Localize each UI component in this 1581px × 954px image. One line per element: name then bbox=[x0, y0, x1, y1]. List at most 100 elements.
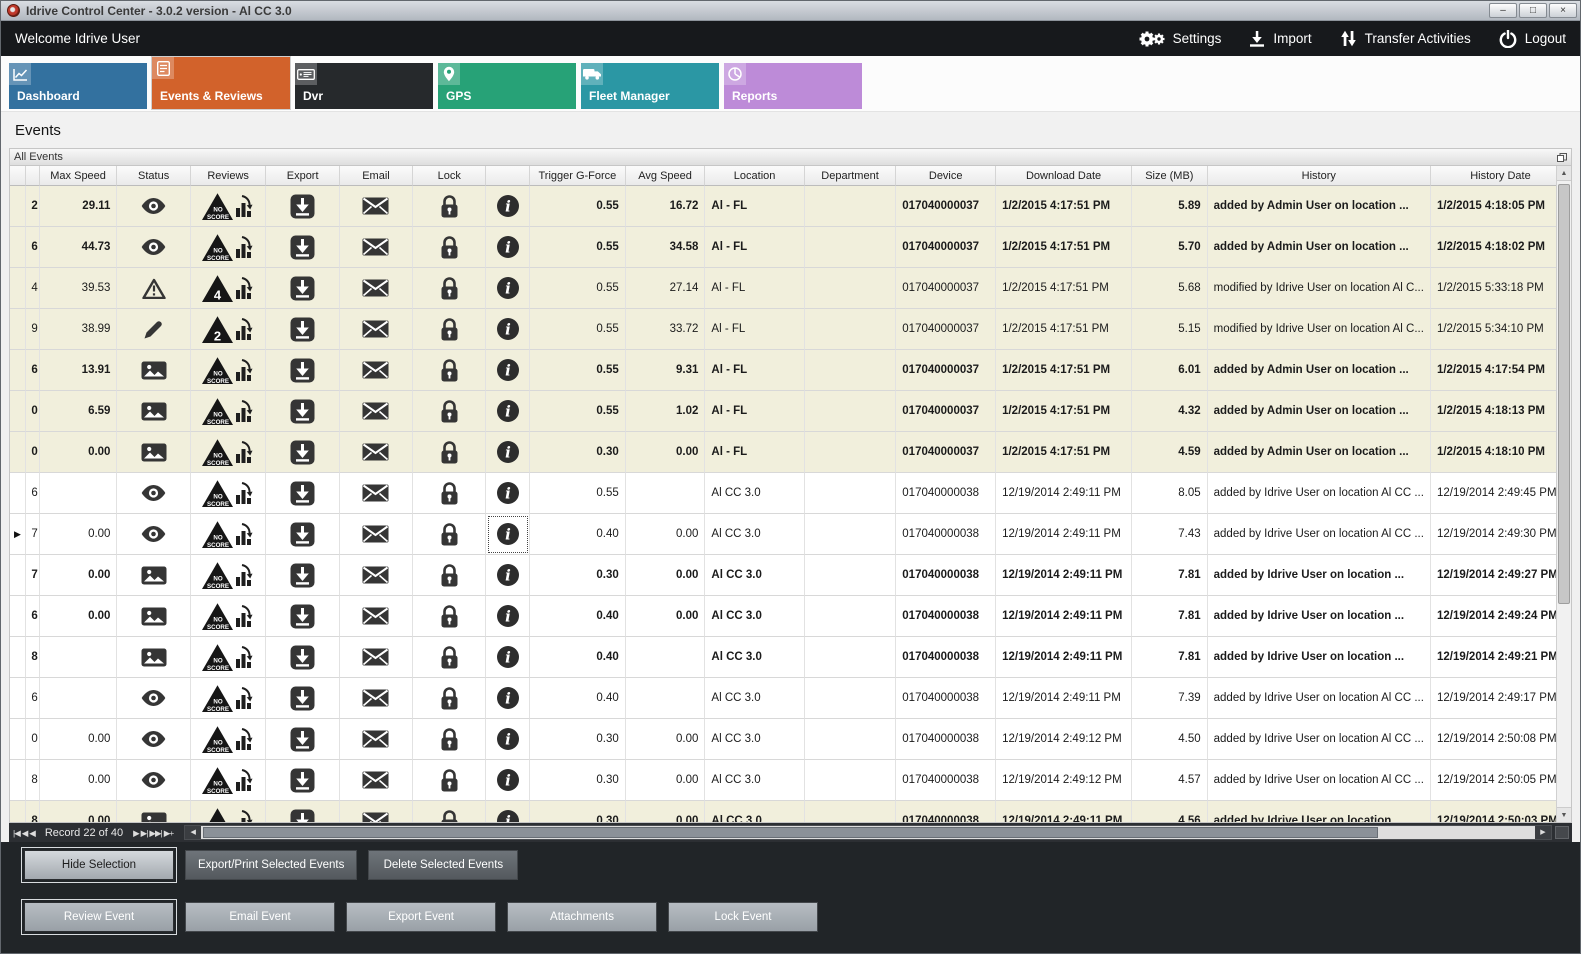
table-row[interactable]: 0 6.59 NO SCORE i 0.55 1.02 Al - FL 017040000037… bbox=[10, 391, 1571, 432]
tab-reports[interactable]: Reports bbox=[724, 63, 862, 109]
scroll-left-button[interactable]: ◀ bbox=[185, 826, 202, 839]
cell-email[interactable] bbox=[339, 268, 414, 309]
cell-status[interactable] bbox=[117, 473, 191, 514]
pager-nav-left-1[interactable]: ◀ bbox=[21, 827, 28, 838]
cell-export[interactable] bbox=[266, 391, 340, 432]
cell-lock[interactable] bbox=[413, 227, 487, 268]
cell-status[interactable] bbox=[117, 391, 191, 432]
tab-dvr[interactable]: Dvr bbox=[295, 63, 433, 109]
cell-info[interactable]: i bbox=[486, 391, 530, 432]
scroll-up-button[interactable]: ▲ bbox=[1557, 166, 1571, 181]
cell-email[interactable] bbox=[339, 637, 414, 678]
table-row[interactable]: 6 13.91 NO SCORE i 0.55 9.31 Al - FL 01704000003… bbox=[10, 350, 1571, 391]
cell-lock[interactable] bbox=[413, 637, 487, 678]
cell-export[interactable] bbox=[266, 678, 340, 719]
cell-export[interactable] bbox=[266, 555, 340, 596]
cell-email[interactable] bbox=[339, 391, 414, 432]
minimize-button[interactable]: – bbox=[1489, 3, 1517, 18]
cell-info[interactable]: i bbox=[486, 555, 530, 596]
cell-export[interactable] bbox=[266, 186, 340, 227]
cell-export[interactable] bbox=[266, 637, 340, 678]
column-header-reviews[interactable]: Reviews bbox=[190, 166, 267, 186]
column-header-export[interactable]: Export bbox=[266, 166, 340, 186]
email-event-button[interactable]: Email Event bbox=[185, 902, 335, 932]
maximize-button[interactable]: □ bbox=[1519, 3, 1547, 18]
action-transfer-activities[interactable]: Transfer Activities bbox=[1340, 30, 1471, 47]
cell-export[interactable] bbox=[266, 719, 340, 760]
cell-info[interactable]: i bbox=[486, 473, 530, 514]
cell-lock[interactable] bbox=[413, 678, 487, 719]
cell-status[interactable] bbox=[117, 719, 191, 760]
column-header-department[interactable]: Department bbox=[804, 166, 897, 186]
cell-email[interactable] bbox=[339, 678, 414, 719]
export-print-selected-events-button[interactable]: Export/Print Selected Events bbox=[185, 850, 358, 880]
cell-info[interactable]: i bbox=[486, 186, 530, 227]
cell-lock[interactable] bbox=[413, 555, 487, 596]
hide-selection-button[interactable]: Hide Selection bbox=[21, 847, 177, 883]
table-row[interactable]: 6 NO SCORE i 0.40 Al CC 3.0 017040000038 12/19/… bbox=[10, 678, 1571, 719]
cell-lock[interactable] bbox=[413, 186, 487, 227]
cell-email[interactable] bbox=[339, 432, 414, 473]
cell-lock[interactable] bbox=[413, 473, 487, 514]
table-row[interactable]: 9 38.99 2 i 0.55 33.72 Al - FL 017040000037 1/2/… bbox=[10, 309, 1571, 350]
cell-status[interactable] bbox=[117, 637, 191, 678]
cell-reviews[interactable]: 2 bbox=[190, 309, 267, 350]
cell-info[interactable]: i bbox=[486, 350, 530, 391]
cell-info[interactable]: i bbox=[486, 801, 530, 822]
cell-status[interactable] bbox=[117, 514, 191, 555]
cell-export[interactable] bbox=[266, 473, 340, 514]
cell-email[interactable] bbox=[339, 760, 414, 801]
cell-status[interactable] bbox=[117, 801, 191, 822]
action-import[interactable]: Import bbox=[1249, 30, 1312, 47]
cell-info[interactable]: i bbox=[486, 227, 530, 268]
cell-reviews[interactable]: 4 bbox=[190, 268, 267, 309]
cell-email[interactable] bbox=[339, 555, 414, 596]
scroll-down-button[interactable]: ▼ bbox=[1557, 807, 1571, 822]
cell-info[interactable]: i bbox=[486, 309, 530, 350]
horizontal-scroll-thumb[interactable] bbox=[203, 827, 1378, 838]
scroll-right-button[interactable]: ▶ bbox=[1535, 826, 1551, 839]
close-button[interactable]: × bbox=[1549, 3, 1577, 18]
cell-lock[interactable] bbox=[413, 801, 487, 822]
cell-email[interactable] bbox=[339, 473, 414, 514]
cell-lock[interactable] bbox=[413, 432, 487, 473]
cell-status[interactable] bbox=[117, 186, 191, 227]
table-row[interactable]: 6 0.00 NO SCORE i 0.40 0.00 Al CC 3.0 0170400000… bbox=[10, 596, 1571, 637]
delete-selected-events-button[interactable]: Delete Selected Events bbox=[368, 850, 519, 880]
pager-nav-right-3[interactable]: ▶+ bbox=[163, 827, 174, 838]
cell-export[interactable] bbox=[266, 514, 340, 555]
cell-export[interactable] bbox=[266, 227, 340, 268]
column-header-size-mb[interactable]: Size (MB) bbox=[1132, 166, 1208, 186]
table-row[interactable]: 2 29.11 NO SCORE i 0.55 16.72 Al - FL 0170400000… bbox=[10, 186, 1571, 227]
cell-export[interactable] bbox=[266, 350, 340, 391]
action-settings[interactable]: Settings bbox=[1137, 29, 1221, 49]
cell-email[interactable] bbox=[339, 596, 414, 637]
table-row[interactable]: 6 44.73 NO SCORE i 0.55 34.58 Al - FL 0170400000… bbox=[10, 227, 1571, 268]
cell-email[interactable] bbox=[339, 186, 414, 227]
cell-lock[interactable] bbox=[413, 514, 487, 555]
lock-event-button[interactable]: Lock Event bbox=[668, 902, 818, 932]
cell-status[interactable] bbox=[117, 432, 191, 473]
pager-nav-right-2[interactable]: ▶▶| bbox=[149, 827, 162, 838]
pager-nav-left-2[interactable]: ◀ bbox=[29, 827, 35, 838]
column-header-device[interactable]: Device bbox=[896, 166, 997, 186]
cell-email[interactable] bbox=[339, 514, 414, 555]
cell-email[interactable] bbox=[339, 227, 414, 268]
cell-export[interactable] bbox=[266, 268, 340, 309]
cell-export[interactable] bbox=[266, 801, 340, 822]
table-row[interactable]: 8 NO SCORE i 0.40 Al CC 3.0 017040000038 12/19/… bbox=[10, 637, 1571, 678]
cell-email[interactable] bbox=[339, 309, 414, 350]
cell-status[interactable] bbox=[117, 760, 191, 801]
cell-status[interactable] bbox=[117, 268, 191, 309]
cell-info[interactable]: i bbox=[486, 514, 530, 555]
column-header-history-date[interactable]: History Date bbox=[1430, 166, 1571, 186]
